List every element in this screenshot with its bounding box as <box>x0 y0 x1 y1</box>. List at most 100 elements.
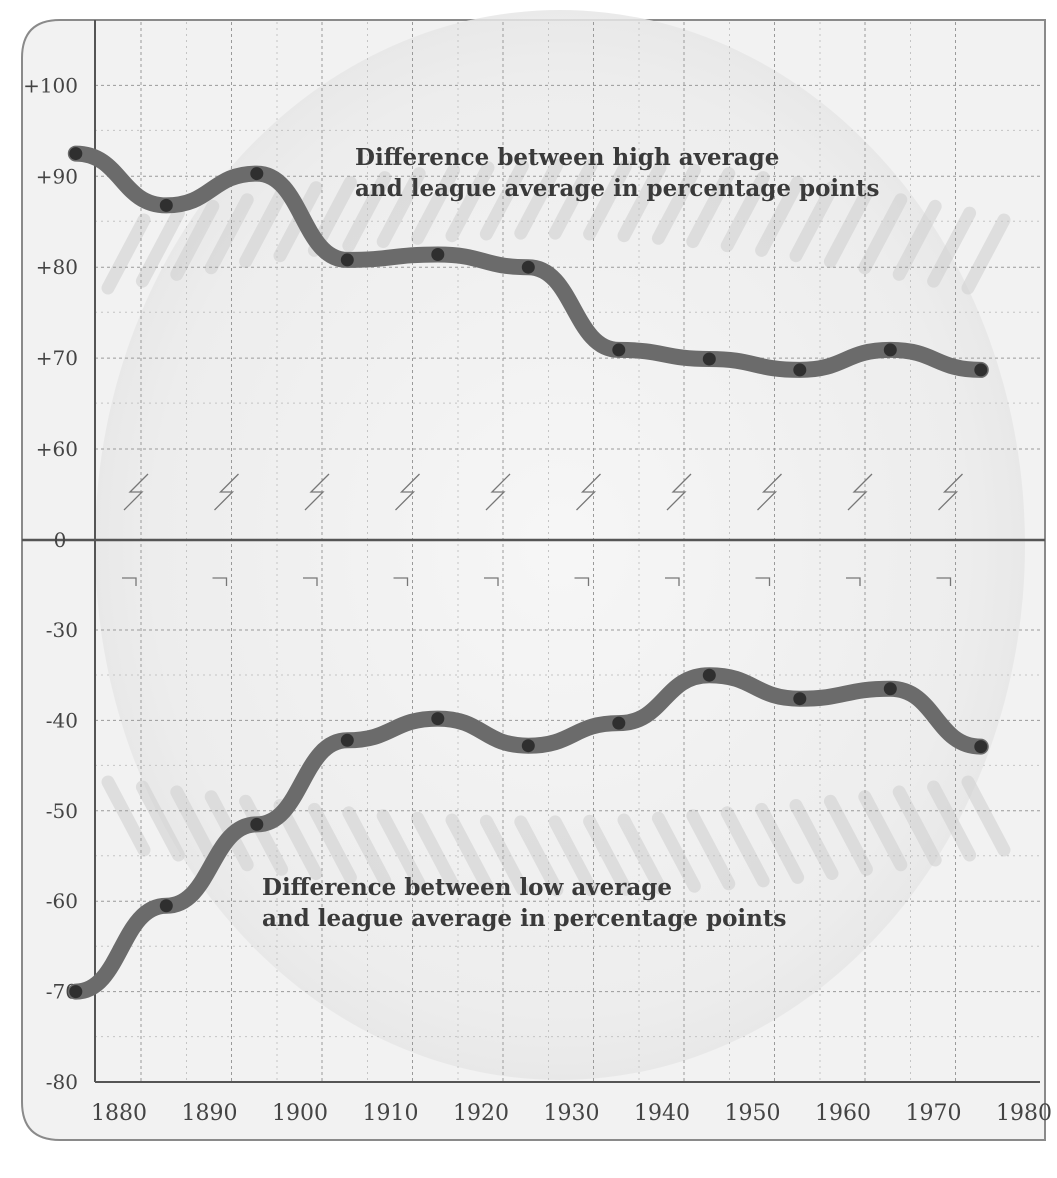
data-point <box>702 352 716 366</box>
y-tick-labels: +100+90+80+70+600-30-40-50-60-70-80 <box>23 73 78 1094</box>
data-point <box>883 343 897 357</box>
seam-stitch <box>720 806 770 888</box>
series-line-1 <box>67 667 989 1000</box>
seam-stitch <box>514 815 564 897</box>
x-tick-labels: 1880 1890 1900 1910 1920 1930 1940 1950 1960 1970… <box>91 1101 1052 1126</box>
data-point <box>793 692 807 706</box>
x-tick-label: 1960 <box>815 1101 871 1126</box>
data-point <box>793 363 807 377</box>
baseball-background <box>95 10 1025 1080</box>
y-tick-label: +80 <box>36 255 78 279</box>
y-tick-label: +100 <box>23 73 78 97</box>
y-tick-label: -50 <box>46 799 78 823</box>
y-tick-label: -60 <box>46 889 78 913</box>
y-tick-label: +60 <box>36 437 78 461</box>
x-tick-label: 1900 <box>272 1101 328 1126</box>
y-tick-label: +70 <box>36 346 78 370</box>
seam-stitch <box>789 799 839 881</box>
annotation-line: Difference between high average <box>355 144 779 171</box>
axis-breaks <box>122 473 963 586</box>
x-tick-label: 1940 <box>634 1101 690 1126</box>
seam-stitch <box>686 809 736 891</box>
seam-stitch <box>927 206 977 288</box>
data-point <box>340 733 354 747</box>
data-point <box>612 716 626 730</box>
seam-stitch <box>789 181 839 263</box>
break-mark-upper <box>485 473 511 511</box>
break-mark-upper <box>938 473 963 511</box>
y-tick-label: -30 <box>46 618 78 642</box>
seam-stitch <box>307 802 357 884</box>
break-mark-upper <box>214 473 239 511</box>
break-mark-upper <box>576 473 601 511</box>
data-point <box>250 817 264 831</box>
break-mark-upper <box>757 473 782 511</box>
seam-stitch <box>892 199 942 281</box>
x-tick-label: 1890 <box>182 1101 238 1126</box>
data-point <box>521 739 535 753</box>
y-tick-label-zero: 0 <box>54 528 67 552</box>
annotation-line: and league average in percentage points <box>355 175 879 202</box>
annotations: Difference between high average and leagu… <box>262 144 879 932</box>
data-point <box>521 260 535 274</box>
data-point <box>612 343 626 357</box>
data-point <box>340 253 354 267</box>
seam-stitch <box>411 811 461 893</box>
seam-stitch <box>445 813 495 895</box>
seam-stitch <box>686 167 736 249</box>
seam-stitch <box>858 193 908 275</box>
x-tick-label: 1950 <box>725 1101 781 1126</box>
data-point <box>159 198 173 212</box>
seam-stitch <box>479 814 529 896</box>
seam-stitch <box>961 775 1011 857</box>
x-tick-label: 1980 <box>996 1101 1052 1126</box>
seam-stitch <box>961 213 1011 295</box>
seam-stitch <box>514 158 564 240</box>
seam-stitch <box>548 158 598 240</box>
seam-stitch <box>583 159 633 241</box>
seam-stitch <box>239 187 289 269</box>
seam-stitch <box>445 161 495 243</box>
break-mark-lower <box>755 577 771 586</box>
seam-stitch <box>342 171 392 253</box>
break-mark-lower <box>393 577 409 586</box>
seam-stitch <box>823 794 873 876</box>
seam-stitch <box>651 811 701 893</box>
seam-stitch <box>617 813 667 895</box>
x-tick-label: 1910 <box>363 1101 419 1126</box>
seam-stitch <box>548 815 598 897</box>
seam-stitch <box>376 809 426 891</box>
seam-stitch <box>239 794 289 876</box>
seam-stitch <box>135 206 185 288</box>
break-mark-lower <box>212 577 228 586</box>
data-point <box>250 167 264 181</box>
break-mark-lower <box>936 577 952 586</box>
y-tick-label: -40 <box>46 708 78 732</box>
x-tick-label: 1930 <box>544 1101 600 1126</box>
seam-stitch <box>376 167 426 249</box>
series-layer <box>67 145 989 1000</box>
data-point <box>974 740 988 754</box>
break-mark-lower <box>122 577 137 586</box>
seam-stitch <box>892 785 942 867</box>
seam-stitch <box>583 814 633 896</box>
break-mark-upper <box>395 473 420 511</box>
seam-stitch <box>823 187 873 269</box>
data-point <box>702 668 716 682</box>
break-mark-upper <box>123 473 149 511</box>
y-tick-label: -80 <box>46 1070 78 1094</box>
data-point <box>974 363 988 377</box>
data-point <box>431 247 445 261</box>
axes <box>22 20 1045 1083</box>
seam-stitch <box>135 780 185 862</box>
break-mark-upper <box>847 473 873 511</box>
seam-stitch <box>170 785 220 867</box>
seam-stitch <box>755 175 805 257</box>
data-point <box>69 985 83 999</box>
data-point <box>159 899 173 913</box>
break-mark-lower <box>574 577 590 586</box>
seam-stitch <box>479 159 529 241</box>
break-mark-lower <box>303 577 318 586</box>
